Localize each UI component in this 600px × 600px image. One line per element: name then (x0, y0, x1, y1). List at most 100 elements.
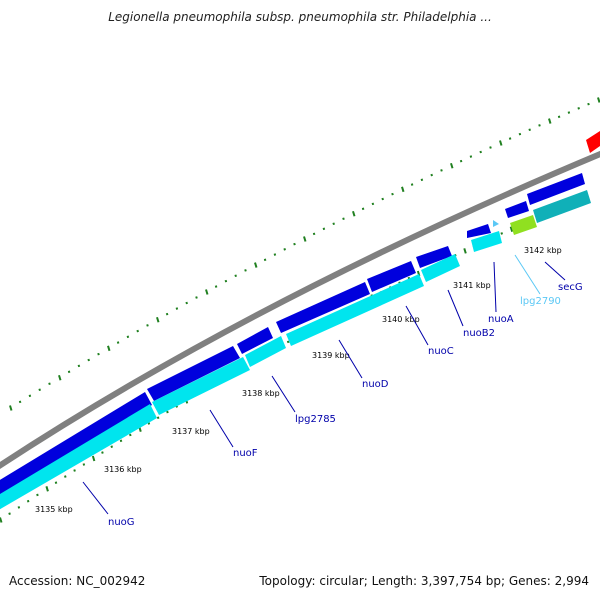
outer-tick (97, 352, 100, 356)
kbp-label: 3138 kbp (242, 389, 280, 398)
outer-tick (38, 388, 41, 392)
outer-tick (548, 118, 552, 124)
outer-tick (479, 150, 482, 154)
outer-tick (371, 202, 375, 206)
feature-nuoA (467, 224, 491, 238)
outer-tick (410, 183, 414, 186)
outer-tick (391, 192, 394, 196)
outer-tick (205, 289, 209, 295)
inner-tick (463, 248, 467, 254)
outer-tick (538, 124, 541, 127)
feature-nuoC (367, 261, 416, 292)
gene-leader-line (405, 305, 429, 346)
reverse-strand-features (0, 190, 591, 510)
feature-cyan-1 (0, 404, 157, 510)
outer-tick (557, 115, 561, 119)
outer-tick (9, 405, 13, 411)
kbp-label: 3141 kbp (453, 281, 491, 290)
inner-tick (64, 475, 67, 478)
feature-trna (493, 220, 499, 227)
forward-strand-features (0, 173, 585, 497)
inner-tick (8, 512, 11, 515)
scale-ticks (0, 97, 600, 523)
gene-leader-line (447, 289, 464, 327)
outer-tick (48, 382, 51, 386)
outer-tick (332, 222, 335, 226)
outer-tick (469, 155, 473, 158)
outer-tick (263, 258, 267, 262)
outer-tick (450, 162, 454, 169)
inner-tick (82, 463, 86, 466)
outer-tick (352, 210, 356, 217)
feature-lpg2790 (505, 201, 529, 218)
outer-tick (28, 394, 32, 398)
inner-tick (101, 451, 104, 454)
genome-backbone (0, 150, 600, 470)
outer-tick (195, 296, 198, 299)
feature-cyan-5 (421, 254, 460, 282)
inner-tick (36, 493, 39, 497)
kbp-labels: 3135 kbp 3136 kbp 3137 kbp 3138 kbp 3139 kbp… (35, 246, 562, 514)
outer-tick (107, 345, 111, 352)
outer-tick (587, 102, 590, 106)
outer-tick (234, 274, 237, 278)
feature-nuoB2 (416, 246, 452, 268)
outer-tick (528, 128, 531, 132)
outer-tick (518, 132, 522, 136)
outer-tick (420, 178, 424, 182)
outer-tick (165, 312, 169, 316)
outer-tick (283, 248, 286, 251)
outer-tick (489, 146, 492, 149)
feature-nuoD (276, 282, 370, 333)
gene-label-nuoA: nuoA (488, 314, 514, 325)
outer-tick (401, 186, 405, 193)
outer-tick (67, 370, 71, 374)
outer-tick (381, 197, 384, 201)
gene-label-nuoB2: nuoB2 (463, 328, 495, 339)
gene-labels: nuoG nuoF lpg2785 nuoD nuoC nuoB2 nuoA lpg2790 s… (82, 254, 583, 528)
red-feature (586, 131, 600, 153)
outer-tick (312, 232, 316, 236)
outer-tick (342, 217, 345, 221)
outer-tick (87, 358, 90, 362)
inner-tick (129, 433, 132, 437)
inner-tick (110, 445, 113, 448)
accession-label: Accession: NC_002942 (9, 574, 146, 588)
feature-cyan-6 (471, 231, 502, 252)
outer-tick (499, 140, 503, 146)
inner-tick (286, 340, 290, 344)
outer-tick (58, 374, 62, 381)
kbp-label: 3135 kbp (35, 505, 73, 514)
gene-label-lpg2785: lpg2785 (295, 414, 336, 425)
outer-tick (322, 227, 326, 231)
inner-tick (45, 485, 49, 492)
outer-tick (361, 207, 365, 211)
inner-tick (156, 416, 160, 420)
gene-leader-line (82, 481, 109, 515)
feature-cyan-3 (245, 336, 286, 367)
gene-label-nuoG: nuoG (108, 517, 135, 528)
gene-leader-line (514, 254, 541, 295)
kbp-label: 3139 kbp (312, 351, 350, 360)
outer-tick (214, 285, 218, 288)
outer-tick (185, 301, 188, 305)
outer-tick (244, 269, 247, 272)
feature-cyan-4 (286, 274, 424, 346)
outer-tick (224, 279, 228, 283)
outer-tick (175, 307, 179, 310)
outer-tick (508, 137, 512, 140)
feature-green (510, 215, 537, 235)
feature-secG (527, 173, 585, 205)
outer-tick (567, 111, 571, 114)
outer-tick (273, 253, 277, 256)
kbp-label: 3137 kbp (172, 427, 210, 436)
feature-nuoF (147, 346, 240, 401)
inner-tick (166, 410, 169, 414)
outer-tick (440, 169, 443, 172)
inner-tick (17, 506, 21, 509)
outer-tick (156, 316, 160, 323)
gene-label-nuoF: nuoF (233, 448, 258, 459)
inner-tick (26, 499, 30, 503)
